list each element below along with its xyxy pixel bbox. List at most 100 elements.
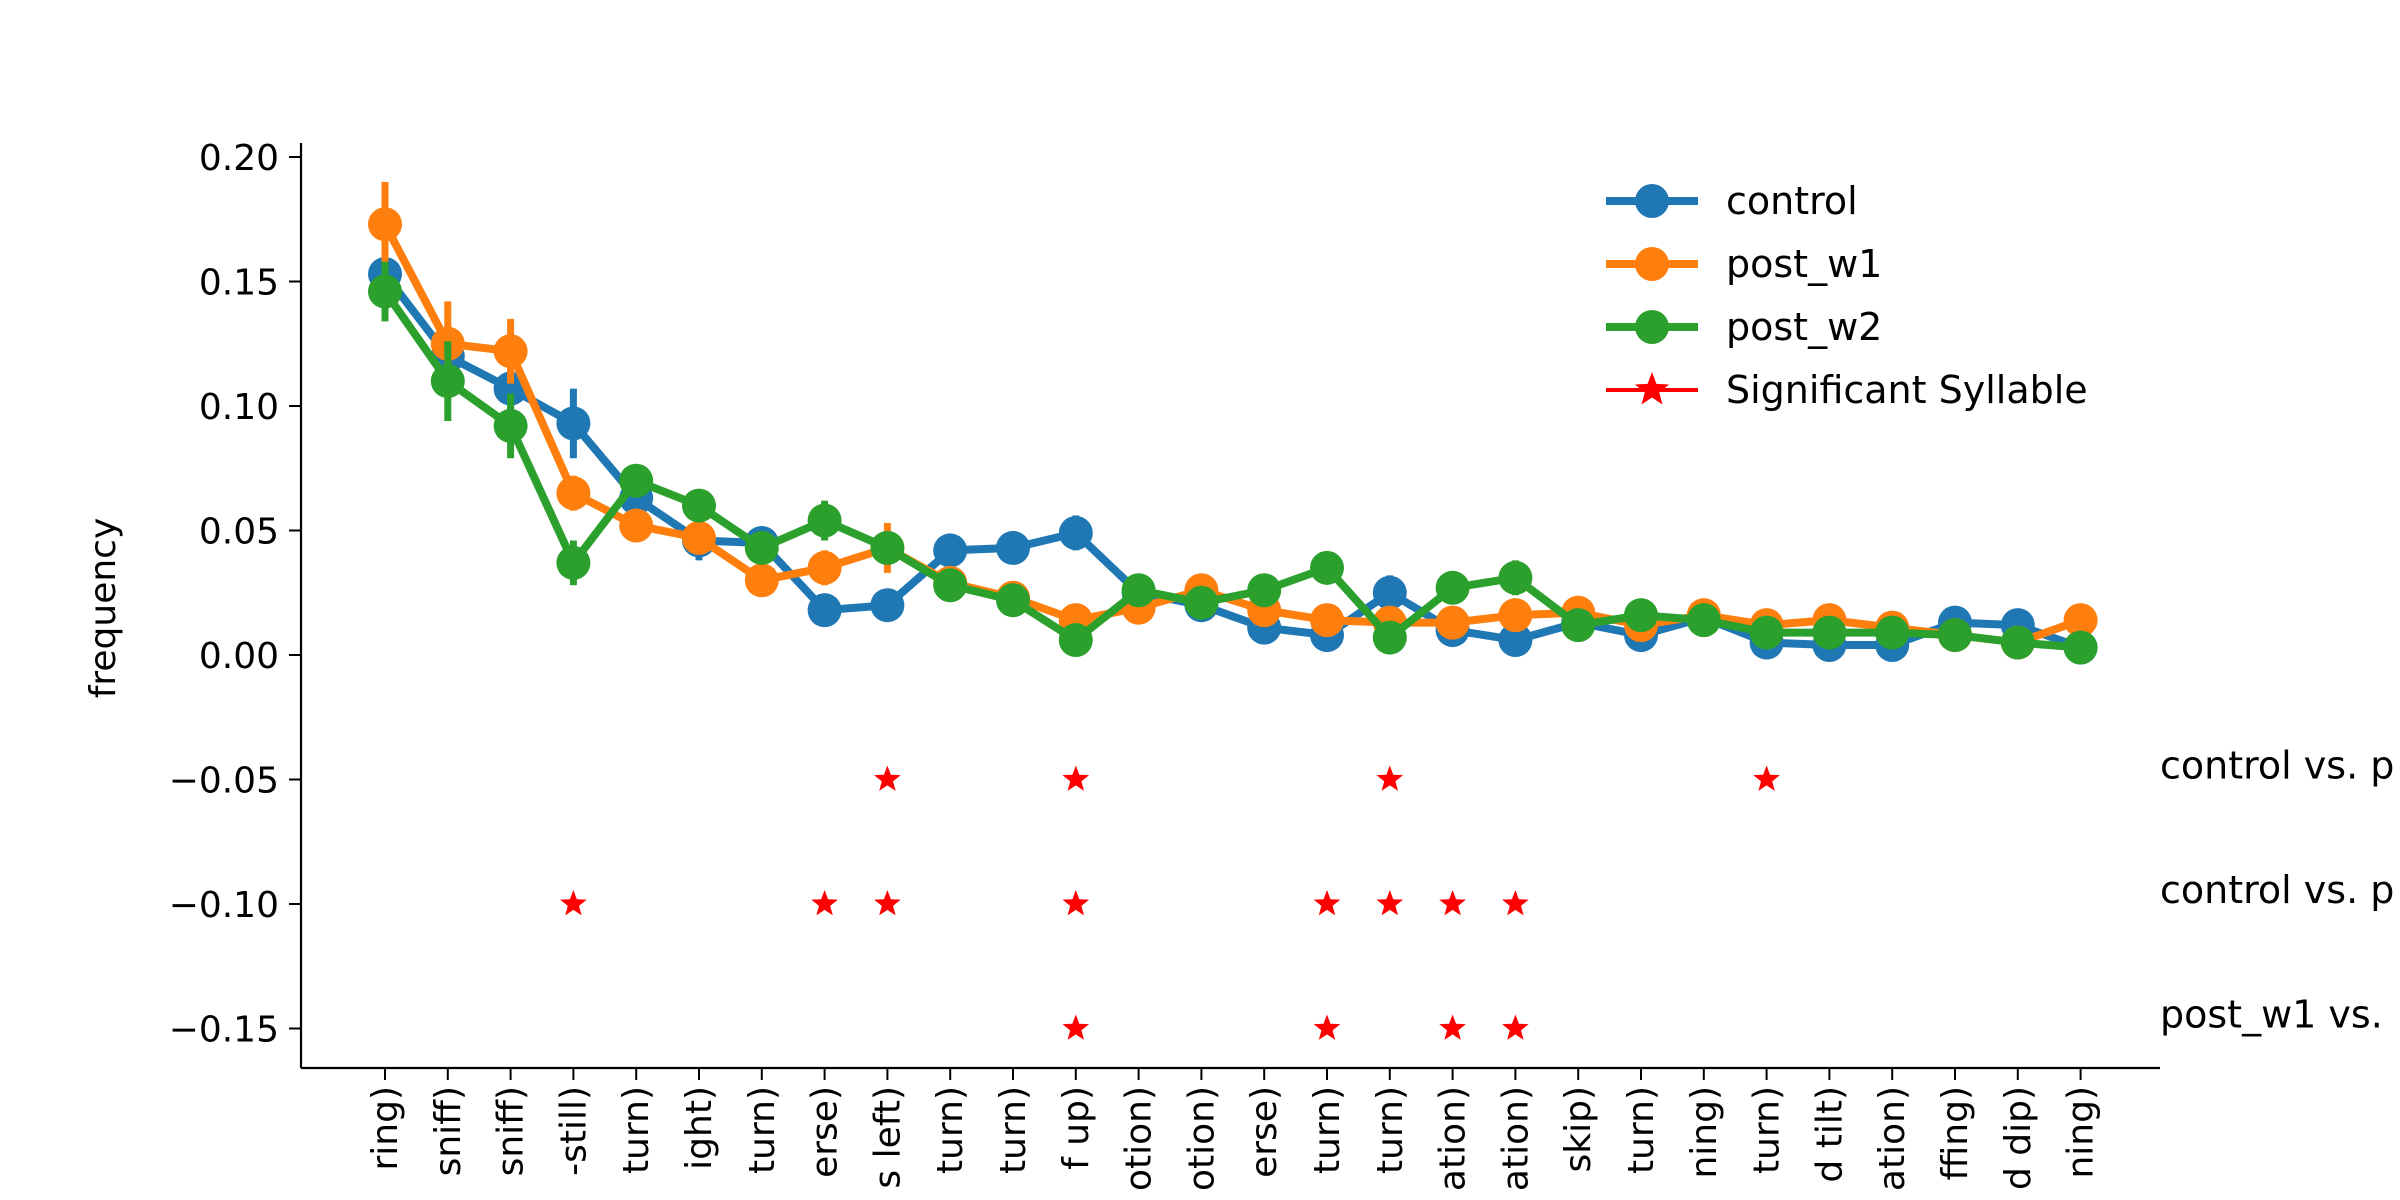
x-tick-label: d dip) xyxy=(1998,1086,2039,1190)
data-point xyxy=(556,545,591,580)
data-point xyxy=(1247,573,1282,608)
data-point xyxy=(556,406,591,441)
data-point xyxy=(1938,618,1972,653)
x-tick-label: erse) xyxy=(1244,1086,1285,1178)
x-tick-label: turn) xyxy=(1307,1086,1348,1174)
data-point xyxy=(1435,605,1470,640)
data-point xyxy=(1121,573,1156,608)
y-tick-label: −0.10 xyxy=(169,885,279,926)
significance-star xyxy=(874,890,901,916)
data-point xyxy=(1498,598,1533,633)
data-point xyxy=(1749,615,1784,650)
data-point xyxy=(1435,570,1470,605)
legend-item: post_w1 xyxy=(1606,242,1882,286)
x-tick-label: turn) xyxy=(930,1086,971,1174)
data-point xyxy=(807,593,842,628)
data-point xyxy=(619,508,654,543)
data-point xyxy=(870,530,905,565)
data-point xyxy=(493,334,528,369)
data-point xyxy=(368,274,402,309)
series-layer xyxy=(368,181,2098,665)
series-line xyxy=(381,271,2082,652)
data-point xyxy=(744,530,779,565)
y-tick-label: 0.20 xyxy=(199,138,279,179)
data-point xyxy=(807,503,842,538)
x-tick-label: turn) xyxy=(1370,1086,1411,1174)
x-tick-label: ation) xyxy=(1872,1086,1913,1191)
x-tick-label: ight) xyxy=(679,1086,720,1170)
x-tick-label: sniff) xyxy=(491,1086,532,1176)
data-point xyxy=(996,530,1030,565)
data-point xyxy=(2063,630,2098,665)
x-tick-label: otion) xyxy=(1181,1086,1222,1191)
data-point xyxy=(744,563,779,598)
data-point xyxy=(1875,615,1910,650)
legend-marker xyxy=(1635,184,1669,218)
x-tick-label: ation) xyxy=(1433,1086,1474,1191)
data-point xyxy=(807,550,842,585)
x-tick-label: turn) xyxy=(1747,1086,1788,1174)
x-tick-label: -still) xyxy=(553,1086,594,1176)
data-point xyxy=(2000,625,2035,660)
legend-item: post_w2 xyxy=(1606,305,1882,349)
data-point xyxy=(1686,603,1721,638)
legend-marker xyxy=(1635,247,1669,281)
legend-star-marker xyxy=(1634,372,1670,405)
y-axis-label: frequency xyxy=(83,518,124,699)
x-tick-label: s left) xyxy=(867,1086,908,1189)
data-point xyxy=(368,207,402,242)
data-point xyxy=(682,520,716,555)
legend-label: Significant Syllable xyxy=(1726,368,2088,412)
data-point xyxy=(1372,620,1407,655)
y-tick-label: 0.00 xyxy=(199,636,279,677)
data-point xyxy=(1498,623,1533,658)
x-tick-label: sniff) xyxy=(428,1086,469,1176)
x-tick-label: f up) xyxy=(1056,1086,1097,1170)
data-point xyxy=(2063,603,2098,638)
y-tick-label: −0.15 xyxy=(169,1010,279,1051)
legend-label: post_w1 xyxy=(1726,242,1882,286)
x-tick-label: ring) xyxy=(365,1086,406,1171)
x-tick-label: skip) xyxy=(1558,1086,1599,1173)
data-point xyxy=(1498,560,1533,595)
x-tick-label: otion) xyxy=(1119,1086,1160,1191)
x-tick-label: ation) xyxy=(1495,1086,1536,1191)
y-tick-label: 0.05 xyxy=(199,512,279,553)
data-point xyxy=(933,568,968,603)
significance-star xyxy=(1062,765,1090,791)
data-point xyxy=(933,533,968,568)
data-point xyxy=(1561,608,1596,643)
x-tick-label: ning) xyxy=(2061,1086,2102,1179)
series-line xyxy=(381,289,2081,652)
significance-star xyxy=(1062,1014,1090,1040)
axes: 0.20 0.15 0.10 0.05 0.00 −0.05 −0.10 −0.15 ring)… xyxy=(169,138,2160,1191)
comparison-label: control vs. p xyxy=(2160,868,2394,912)
data-point xyxy=(1310,603,1344,638)
x-tick-label: ning) xyxy=(1684,1086,1725,1179)
significance-star xyxy=(1376,890,1404,916)
legend-label: control xyxy=(1726,179,1858,223)
data-point xyxy=(619,463,654,498)
y-tick-label: −0.05 xyxy=(169,761,279,802)
data-point xyxy=(1058,623,1093,658)
x-tick-label: turn) xyxy=(616,1086,657,1174)
data-point xyxy=(556,476,591,511)
legend-label: post_w2 xyxy=(1726,305,1882,349)
series-line xyxy=(381,222,2082,647)
x-tick-label: turn) xyxy=(742,1086,783,1174)
significance-star xyxy=(1439,1014,1466,1040)
data-point xyxy=(1624,598,1658,633)
comparison-label: control vs. p xyxy=(2160,744,2394,788)
legend-item: control xyxy=(1606,179,1858,223)
significance-star xyxy=(811,890,838,916)
data-point xyxy=(682,488,716,523)
legend-item: Significant Syllable xyxy=(1606,368,2088,412)
significance-star xyxy=(1376,765,1404,791)
legend: control post_w1 post_w2 Significant Syllabl… xyxy=(1606,179,2088,412)
x-tick-label: erse) xyxy=(805,1086,846,1178)
data-point xyxy=(1058,515,1093,550)
data-point xyxy=(870,588,905,623)
significance-star xyxy=(1313,890,1341,916)
data-point xyxy=(1184,585,1219,620)
